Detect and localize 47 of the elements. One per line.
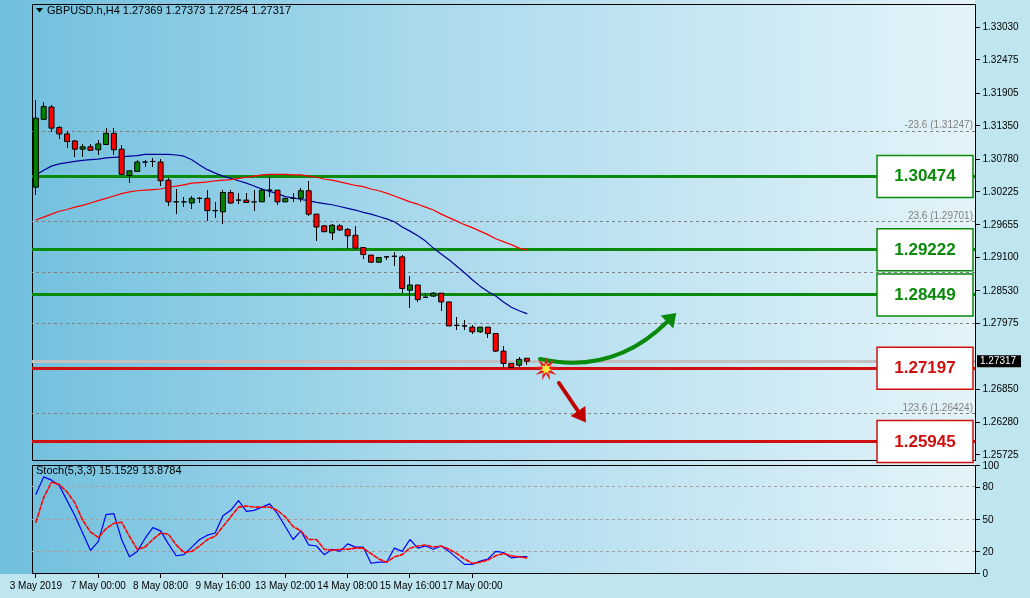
y-tick-label: 20 bbox=[982, 545, 995, 557]
y-tick-label: 1.30225 bbox=[982, 185, 1020, 197]
x-tick-label: 13 May 02:00 bbox=[254, 579, 317, 591]
y-tick-label: 0 bbox=[982, 567, 989, 579]
y-tick-label: 1.31350 bbox=[982, 119, 1020, 131]
chart-title: Stoch(5,3,3) 15.1529 13.8784 bbox=[36, 464, 182, 476]
ref-line-label: 23.6 (1.29701) bbox=[907, 209, 973, 221]
y-tick-label: 1.33030 bbox=[982, 21, 1020, 33]
x-tick-label: 3 May 2019 bbox=[9, 579, 63, 591]
x-tick-label: 17 May 00:00 bbox=[442, 579, 504, 591]
y-tick-label: 80 bbox=[982, 481, 995, 493]
candlestick bbox=[173, 188, 180, 215]
candlestick bbox=[204, 189, 211, 222]
candlestick bbox=[266, 176, 273, 198]
y-tick-label: 50 bbox=[982, 513, 995, 525]
x-tick-label: 14 May 08:00 bbox=[317, 579, 379, 591]
y-tick-label: 100 bbox=[982, 459, 1000, 471]
chart-title: GBPUSD.h,H4 1.27369 1.27373 1.27254 1.27317 bbox=[47, 4, 292, 16]
y-tick-label: 1.26280 bbox=[982, 416, 1020, 428]
candlestick bbox=[445, 301, 452, 327]
ref-line-label: 1.28449 bbox=[894, 284, 956, 304]
candlestick bbox=[180, 196, 187, 208]
y-tick-label: 1.29655 bbox=[982, 218, 1020, 230]
x-tick-label: 7 May 00:00 bbox=[70, 579, 127, 591]
ref-line-label: 1.30474 bbox=[894, 166, 957, 186]
ref-line-label: 1.29222 bbox=[894, 239, 956, 259]
candlestick bbox=[64, 130, 71, 149]
candlestick bbox=[219, 189, 226, 225]
y-tick-label: 1.28530 bbox=[982, 284, 1020, 296]
y-tick-label: 1.32475 bbox=[982, 53, 1020, 65]
ref-line-label: 123.6 (1.26424) bbox=[902, 401, 973, 413]
y-tick-label: 1.27975 bbox=[982, 317, 1020, 329]
ref-line-label: 1.27197 bbox=[894, 358, 956, 378]
line-series bbox=[35, 173, 528, 251]
y-tick-label: 1.29100 bbox=[982, 251, 1020, 263]
x-tick-label: 15 May 16:00 bbox=[379, 579, 441, 591]
x-tick-label: 8 May 08:00 bbox=[133, 579, 189, 591]
y-tick-label: 1.30780 bbox=[982, 153, 1020, 165]
candlestick bbox=[142, 159, 148, 168]
ref-line-label: 1.27317 bbox=[980, 355, 1017, 367]
ref-line-label: -23.6 (1.31247) bbox=[904, 119, 973, 131]
candlestick bbox=[251, 189, 258, 212]
y-tick-label: 1.31905 bbox=[982, 87, 1020, 99]
ref-line-label: 1.25945 bbox=[894, 431, 956, 451]
y-tick-label: 1.26850 bbox=[982, 383, 1020, 395]
x-tick-label: 9 May 16:00 bbox=[195, 579, 251, 591]
y-tick-label: 1.25725 bbox=[982, 448, 1020, 460]
